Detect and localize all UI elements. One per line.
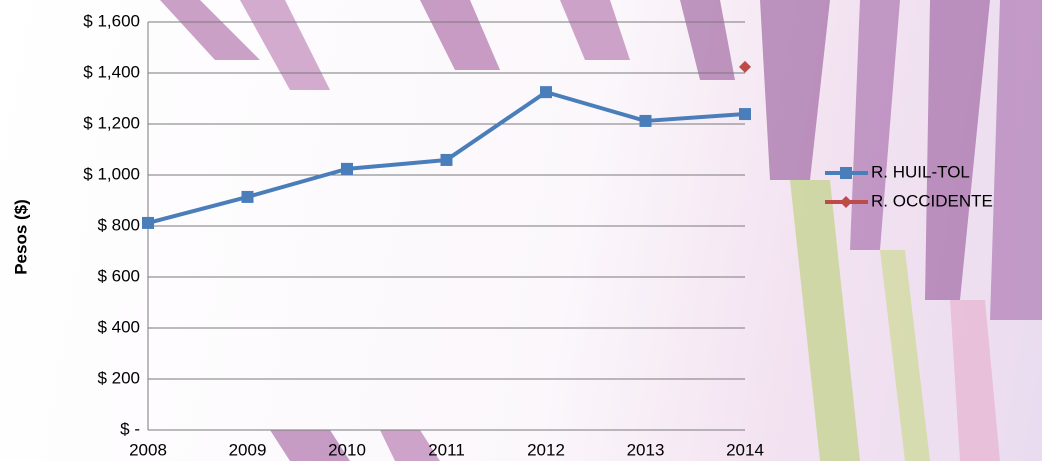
square-marker (540, 86, 552, 99)
y-tick-label: $ - (120, 419, 140, 438)
y-tick-label: $ 1,200 (83, 113, 140, 132)
square-marker (341, 162, 353, 175)
y-tick-label: $ 800 (97, 215, 140, 234)
square-marker (840, 167, 852, 179)
diamond-marker (840, 196, 852, 208)
x-tick-label: 2014 (726, 440, 764, 459)
legend-label: R. HUIL-TOL (871, 162, 970, 181)
y-axis-title: Pesos ($) (11, 199, 30, 275)
y-tick-label: $ 200 (97, 368, 140, 387)
legend-label: R. OCCIDENTE (871, 191, 993, 210)
square-marker (739, 108, 751, 121)
square-marker (142, 216, 154, 229)
y-tick-label: $ 1,000 (83, 164, 140, 183)
x-tick-label: 2009 (229, 440, 267, 459)
square-marker (440, 153, 453, 166)
y-tick-label: $ 600 (97, 266, 140, 285)
y-tick-label: $ 400 (97, 317, 140, 336)
x-tick-label: 2013 (627, 440, 665, 459)
square-marker (639, 114, 652, 127)
x-tick-label: 2008 (129, 440, 167, 459)
diamond-marker (739, 60, 751, 73)
x-tick-label: 2012 (527, 440, 565, 459)
square-marker (241, 190, 254, 203)
y-tick-label: $ 1,400 (83, 62, 140, 81)
background-decoration (160, 0, 1042, 461)
x-tick-label: 2010 (328, 440, 366, 459)
y-tick-label: $ 1,600 (83, 11, 140, 30)
x-tick-label: 2011 (428, 440, 465, 459)
